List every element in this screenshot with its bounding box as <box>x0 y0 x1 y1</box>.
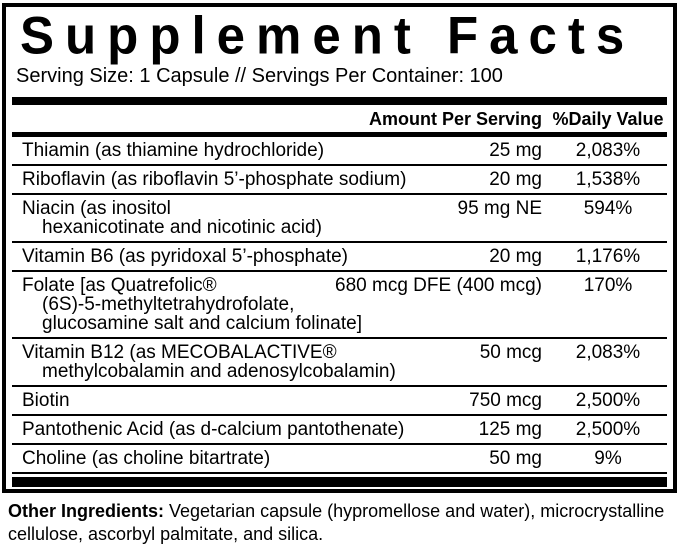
nutrient-amount: 50 mcg <box>479 342 542 363</box>
table-row-folate: Folate [as Quatrefolic® (6S)-5-methyltet… <box>12 270 667 337</box>
nutrient-amount: 125 mg <box>478 419 542 440</box>
divider-thick-top <box>12 97 667 105</box>
nutrient-name: Vitamin B6 (as pyridoxal 5’-phosphate) <box>22 246 348 267</box>
nutrient-name: Choline (as choline bitartrate) <box>22 448 271 469</box>
nutrient-daily-value: 2,500% <box>575 390 641 411</box>
nutrient-daily-value: 2,083% <box>575 140 641 161</box>
nutrient-amount: 25 mg <box>489 140 542 161</box>
nutrient-name: Vitamin B12 (as MECOBALACTIVE® methylcob… <box>22 342 396 382</box>
table-header-row: Amount Per Serving %Daily Value <box>12 105 667 132</box>
divider-thick-bottom <box>12 477 667 487</box>
table-row-vitamin-b12: Vitamin B12 (as MECOBALACTIVE® methylcob… <box>12 337 667 385</box>
nutrient-name: Thiamin (as thiamine hydrochloride) <box>22 140 325 161</box>
column-header-amount: Amount Per Serving <box>368 109 542 129</box>
other-ingredients-label: Other Ingredients: <box>8 501 165 521</box>
nutrient-name: Folate [as Quatrefolic® (6S)-5-methyltet… <box>22 275 363 334</box>
nutrient-daily-value: 9% <box>594 448 622 469</box>
nutrient-table: Thiamin (as thiamine hydrochloride) 25 m… <box>12 137 667 474</box>
other-ingredients-text: Vegetarian capsule (hypromellose and wat… <box>8 501 665 544</box>
table-row-niacin: Niacin (as inositol hexanicotinate and n… <box>12 193 667 241</box>
table-row-thiamin: Thiamin (as thiamine hydrochloride) 25 m… <box>12 137 667 164</box>
column-header-daily-value: %Daily Value <box>552 109 664 129</box>
nutrient-daily-value: 170% <box>583 275 633 296</box>
nutrient-amount: 20 mg <box>489 246 542 267</box>
nutrient-daily-value: 1,176% <box>575 246 641 267</box>
table-row-pantothenic-acid: Pantothenic Acid (as d-calcium pantothen… <box>12 414 667 443</box>
nutrient-amount: 680 mcg DFE (400 mcg) <box>335 275 542 296</box>
nutrient-daily-value: 2,083% <box>575 342 641 363</box>
serving-info: Serving Size: 1 Capsule // Servings Per … <box>16 65 503 87</box>
nutrient-amount: 20 mg <box>489 169 542 190</box>
nutrient-name: Pantothenic Acid (as d-calcium pantothen… <box>22 419 405 440</box>
divider-medium-header <box>12 132 667 137</box>
nutrient-amount: 50 mg <box>489 448 542 469</box>
nutrient-daily-value: 594% <box>583 198 633 219</box>
table-row-biotin: Biotin 750 mcg 2,500% <box>12 385 667 414</box>
nutrient-amount: 95 mg NE <box>457 198 542 219</box>
nutrient-daily-value: 2,500% <box>575 419 641 440</box>
table-row-choline: Choline (as choline bitartrate) 50 mg 9% <box>12 443 667 472</box>
supplement-facts-panel: Supplement Facts Serving Size: 1 Capsule… <box>2 3 677 493</box>
nutrient-amount: 750 mcg <box>469 390 542 411</box>
nutrient-name: Biotin <box>22 390 70 411</box>
nutrient-daily-value: 1,538% <box>575 169 641 190</box>
table-row-vitamin-b6: Vitamin B6 (as pyridoxal 5’-phosphate) 2… <box>12 241 667 270</box>
nutrient-name: Niacin (as inositol hexanicotinate and n… <box>22 198 322 238</box>
other-ingredients: Other Ingredients: Vegetarian capsule (h… <box>0 500 679 546</box>
panel-title: Supplement Facts <box>20 5 636 66</box>
table-row-riboflavin: Riboflavin (as riboflavin 5’-phosphate s… <box>12 164 667 193</box>
nutrient-name: Riboflavin (as riboflavin 5’-phosphate s… <box>22 169 407 190</box>
